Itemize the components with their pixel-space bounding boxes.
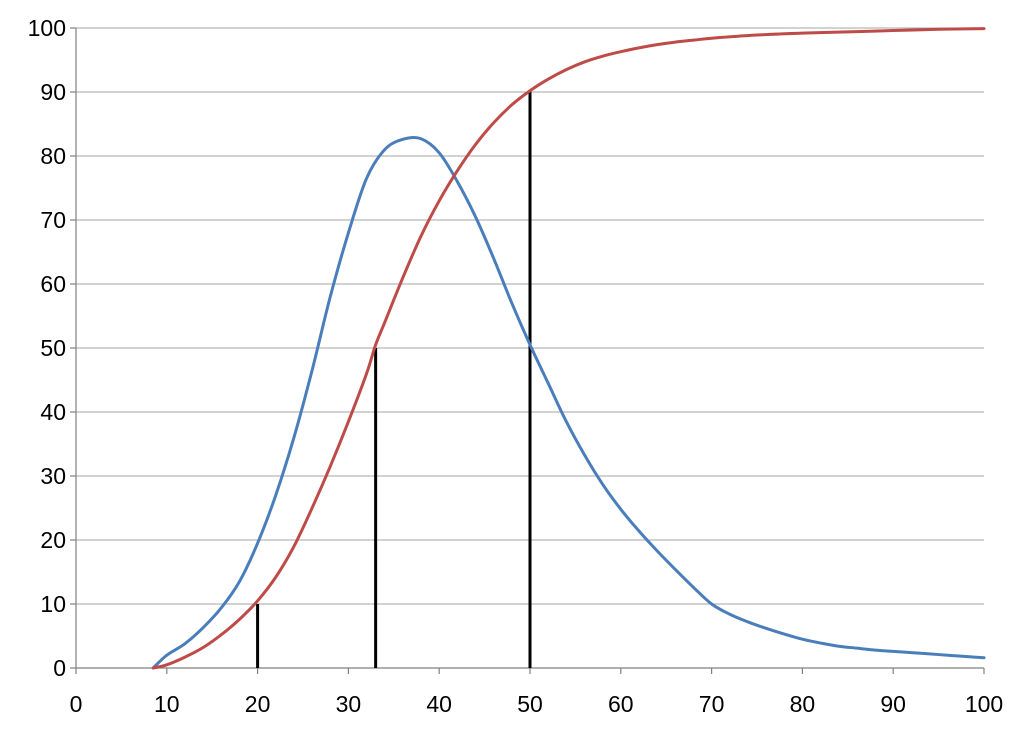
y-tick-label: 100 xyxy=(28,15,66,41)
x-tick-label: 70 xyxy=(699,691,725,717)
x-tick-label: 100 xyxy=(965,691,1003,717)
x-tick-label: 10 xyxy=(154,691,180,717)
y-tick-label: 30 xyxy=(40,463,66,489)
x-tick-label: 80 xyxy=(790,691,816,717)
x-tick-label: 20 xyxy=(245,691,271,717)
y-tick-label: 60 xyxy=(40,271,66,297)
red-series-line xyxy=(151,27,986,670)
y-tick-label: 90 xyxy=(40,79,66,105)
x-tick-label: 60 xyxy=(608,691,634,717)
y-tick-label: 40 xyxy=(40,399,66,425)
x-tick-label: 90 xyxy=(880,691,906,717)
blue-series-line xyxy=(151,135,986,670)
y-tick-label: 80 xyxy=(40,143,66,169)
tick-labels: 0 10 20 30 40 50 60 70 80 90 100 0 10 20 30 40 50 60 70 80 9… xyxy=(28,15,1004,717)
x-tick-label: 40 xyxy=(426,691,452,717)
x-tick-label: 0 xyxy=(70,691,83,717)
y-tick-label: 0 xyxy=(53,655,66,681)
axes xyxy=(70,27,985,674)
x-tick-label: 30 xyxy=(336,691,362,717)
x-tick-label: 50 xyxy=(517,691,543,717)
vertical-markers xyxy=(256,92,532,668)
y-tick-label: 50 xyxy=(40,335,66,361)
series-lines xyxy=(151,27,986,670)
y-tick-label: 20 xyxy=(40,527,66,553)
y-tick-label: 10 xyxy=(40,591,66,617)
y-tick-label: 70 xyxy=(40,207,66,233)
